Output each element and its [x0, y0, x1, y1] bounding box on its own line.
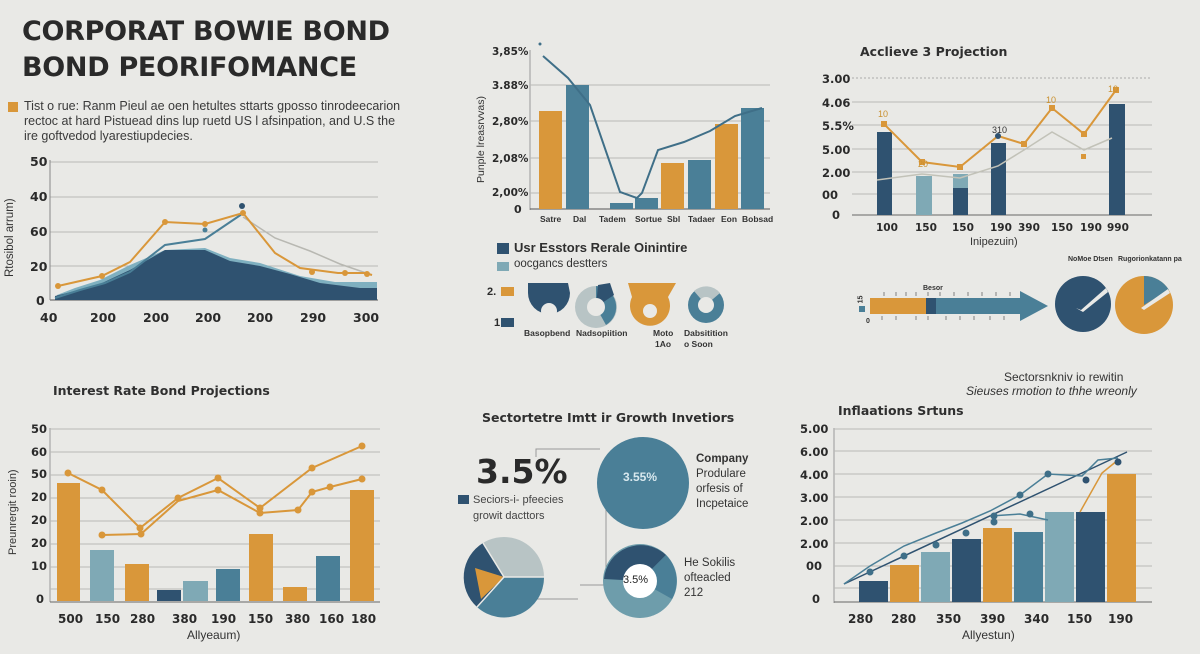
y-axis-label: Preunrergit rooin): [7, 469, 19, 555]
legend-square-icon: [8, 102, 18, 112]
legend-teal-swatch: [497, 262, 509, 271]
bar-plot: [529, 42, 770, 210]
donut-caption: He Sokilis ofteacled 212: [684, 557, 736, 599]
legend-navy-swatch: [497, 243, 509, 254]
title-line-2: BOND PEORIFOMANCE: [22, 52, 357, 83]
title-line-1: CORPORAT BOWIE BOND: [22, 16, 390, 47]
chart-title: Acclieve 3 Projection: [860, 44, 1008, 59]
progress-arrow: [870, 291, 1048, 321]
description: Tist o rue: Ranm Pieul ae oen hetultes s…: [8, 99, 404, 144]
side-legend-orange-swatch: [501, 287, 514, 296]
donut-value: 3.5%: [623, 574, 649, 586]
y-axis-label: Punple lreasrvvas): [475, 96, 487, 183]
combo-plot: [852, 77, 1152, 216]
y-axis-label: Rtosibol arrum): [4, 198, 16, 277]
navy-pie: [1055, 276, 1111, 332]
x-axis-label: Allyestun): [962, 628, 1015, 642]
donut: [603, 544, 677, 618]
chart-title: Interest Rate Bond Projections: [53, 383, 270, 398]
circle-value: 3.55%: [623, 470, 658, 484]
combo-plot: [49, 428, 380, 603]
chart-title: Sectortetre Imtt ir Growth Invetiors: [482, 410, 735, 425]
big-stat: 3.5%: [476, 452, 568, 491]
side-legend-navy-swatch: [501, 318, 514, 327]
legend-navy-swatch: [458, 495, 469, 504]
legend-teal-swatch: [859, 306, 865, 312]
page-title: CORPORAT BOWIE BOND BOND PEORIFOMANCE: [22, 14, 390, 86]
x-axis-label: Inipezuin): [970, 236, 1018, 248]
subtitle: Sectorsnkniv io rewitin: [1004, 370, 1124, 384]
orange-pie: [1115, 275, 1173, 334]
x-axis-label: Allyeaum): [187, 628, 241, 642]
small-pie: [463, 537, 545, 618]
circle-caption: Company Produlare orfesis of Incpetaice: [696, 453, 749, 510]
combo-plot: [833, 428, 1152, 603]
chart-title: Inflaations Srtuns: [838, 403, 964, 418]
big-circle: [597, 437, 689, 529]
area-plot: [49, 160, 378, 301]
donut-shapes: [528, 283, 724, 328]
